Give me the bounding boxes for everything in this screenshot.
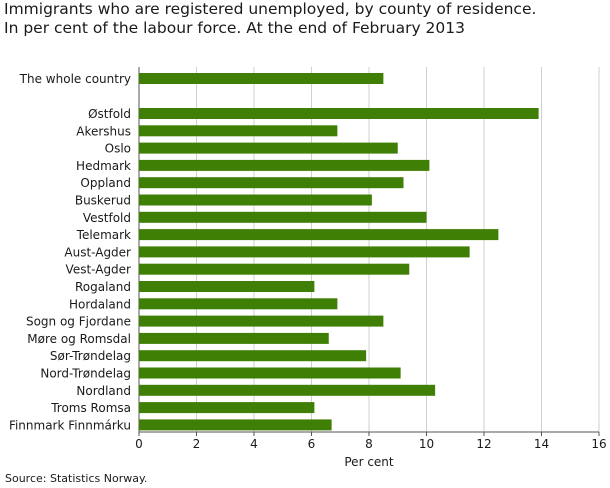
bar: [139, 419, 332, 431]
bar: [139, 367, 401, 379]
category-label: Sogn og Fjordane: [26, 315, 131, 329]
chart-title-block: Immigrants who are registered unemployed…: [4, 0, 606, 38]
bar: [139, 108, 539, 119]
x-axis-label: Per cent: [344, 455, 394, 469]
source-note: Source: Statistics Norway.: [5, 472, 148, 485]
bar: [139, 211, 427, 223]
category-label: Akershus: [76, 124, 131, 138]
x-tick-label: 8: [365, 437, 373, 451]
category-label: Aust-Agder: [64, 245, 131, 259]
category-label: Telemark: [76, 228, 131, 242]
x-tick-label: 14: [534, 437, 549, 451]
category-label: Sør-Trøndelag: [50, 349, 131, 363]
chart-subtitle: In per cent of the labour force. At the …: [4, 19, 465, 37]
bar: [139, 263, 410, 275]
x-tick-label: 6: [308, 437, 316, 451]
category-label: Hedmark: [76, 159, 131, 173]
x-tick-label: 4: [250, 437, 258, 451]
category-label: Oslo: [105, 142, 131, 156]
category-label: Troms Romsa: [50, 401, 131, 415]
x-tick-label: 12: [476, 437, 491, 451]
x-tick-label: 0: [135, 437, 143, 451]
category-label: Møre og Romsdal: [27, 332, 131, 346]
bar: [139, 177, 404, 189]
bar: [139, 125, 338, 137]
bar: [139, 73, 384, 84]
category-label: Nordland: [76, 384, 131, 398]
category-label: Oppland: [80, 176, 131, 190]
bar: [139, 315, 384, 327]
x-tick-label: 2: [193, 437, 201, 451]
bar: [139, 402, 315, 414]
x-tick-label: 16: [591, 437, 606, 451]
bar: [139, 281, 315, 292]
category-label: Hordaland: [69, 297, 131, 311]
category-label: Buskerud: [75, 194, 131, 208]
x-tick-label: 10: [419, 437, 434, 451]
bar: [139, 384, 436, 396]
category-label: Vest-Agder: [66, 263, 132, 277]
category-label: Rogaland: [75, 280, 131, 294]
category-label: Nord-Trøndelag: [40, 367, 131, 381]
bar: [139, 194, 372, 206]
bar: [139, 159, 430, 171]
bar: [139, 246, 470, 258]
category-label: The whole country: [19, 72, 131, 86]
bar: [139, 350, 367, 362]
category-label: Vestfold: [83, 211, 131, 225]
bar: [139, 298, 338, 310]
bar: [139, 332, 329, 344]
chart-title: Immigrants who are registered unemployed…: [4, 0, 537, 18]
bar: [139, 229, 499, 241]
category-label: Østfold: [88, 107, 131, 121]
bar: [139, 142, 398, 154]
category-label: Finnmark Finnmárku: [9, 418, 131, 432]
